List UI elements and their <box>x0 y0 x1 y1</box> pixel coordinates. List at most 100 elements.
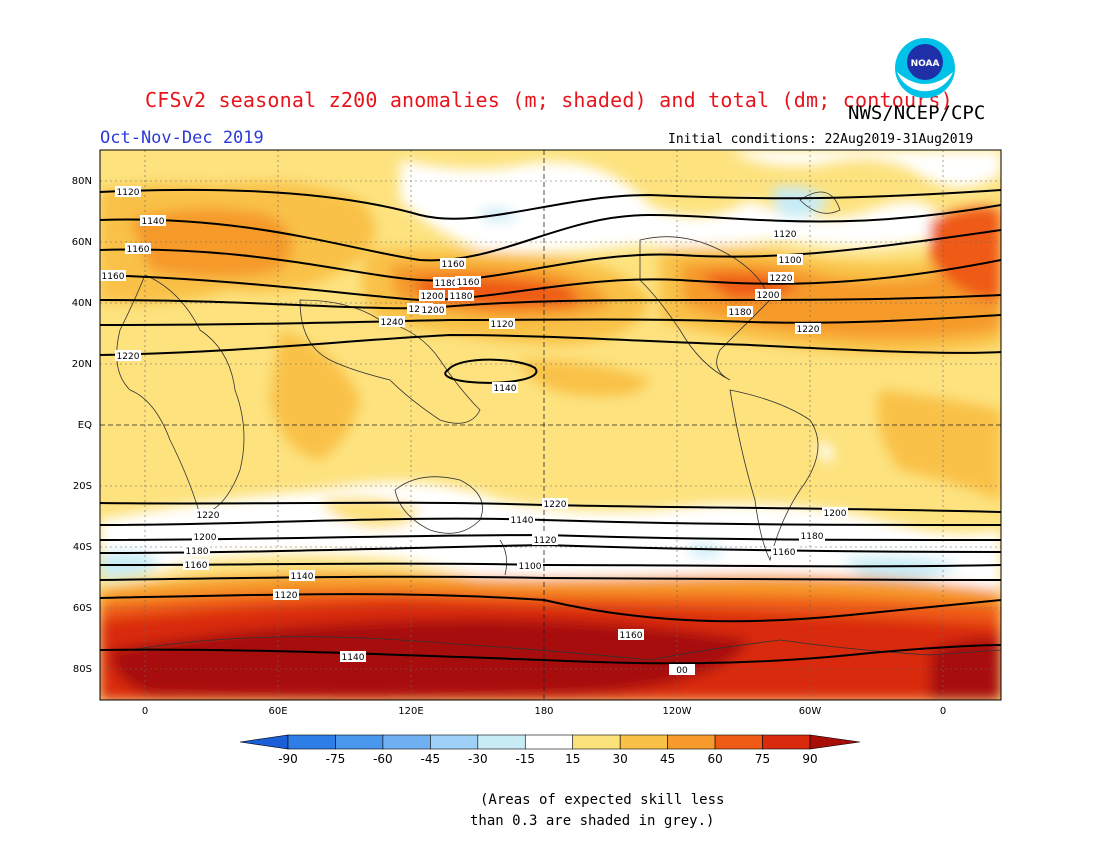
lon-label: 0 <box>142 706 148 717</box>
contour-label: 1200 <box>419 290 445 302</box>
svg-text:1160: 1160 <box>102 272 125 282</box>
contour-label: 1140 <box>340 651 366 663</box>
svg-text:1220: 1220 <box>197 511 220 521</box>
map-frame <box>99 149 1002 701</box>
skill-note: (Areas of expected skill less than 0.3 a… <box>470 790 724 832</box>
initial-conditions-label: Initial conditions: 22Aug2019-31Aug2019 <box>668 132 974 147</box>
map-title: CFSv2 seasonal z200 anomalies (m; shaded… <box>145 88 953 112</box>
svg-text:1180: 1180 <box>435 279 458 289</box>
contour-label: 1200 <box>192 531 218 543</box>
contour-label: 1220 <box>768 272 794 284</box>
colorbar-tick-label: -60 <box>373 752 393 766</box>
svg-text:1140: 1140 <box>342 653 365 663</box>
equator-and-dateline <box>100 150 1001 700</box>
lon-label: 120W <box>663 706 692 717</box>
svg-text:1180: 1180 <box>186 547 209 557</box>
colorbar-swatch <box>762 734 811 750</box>
svg-text:1160: 1160 <box>185 561 208 571</box>
svg-text:1220: 1220 <box>544 500 567 510</box>
contour-label: 1160 <box>183 559 209 571</box>
contour-label: 1180 <box>184 545 210 557</box>
contour-label: 1120 <box>532 534 558 546</box>
colorbar-tick-label: -45 <box>421 752 441 766</box>
svg-text:1160: 1160 <box>457 278 480 288</box>
lon-label: 180 <box>534 706 553 717</box>
svg-text:1160: 1160 <box>442 260 465 270</box>
contour-label: 1200 <box>755 289 781 301</box>
contour-label: 1220 <box>542 498 568 510</box>
contour-label: 1180 <box>433 277 459 289</box>
contour-label: 1160 <box>455 276 481 288</box>
agency-label: NWS/NCEP/CPC <box>848 102 986 124</box>
noaa-logo: NOAA <box>895 38 955 98</box>
colorbar-swatch <box>572 734 621 750</box>
contour-label: 1100 <box>517 560 543 572</box>
colorbar-swatch <box>287 734 336 750</box>
colorbar-swatch <box>667 734 716 750</box>
svg-text:1180: 1180 <box>450 292 473 302</box>
svg-text:1120: 1120 <box>774 230 797 240</box>
svg-text:1160: 1160 <box>127 245 150 255</box>
contour-label: 1240 <box>379 316 405 328</box>
svg-text:1120: 1120 <box>117 188 140 198</box>
contour-label: 1200 <box>822 507 848 519</box>
svg-text:1200: 1200 <box>422 306 445 316</box>
colorbar-swatch <box>477 734 526 750</box>
svg-text:00: 00 <box>676 666 688 676</box>
colorbar-swatch <box>524 734 574 750</box>
lon-label: 0 <box>940 706 946 717</box>
contour-label: 1180 <box>448 290 474 302</box>
lon-label: 120E <box>398 706 423 717</box>
colorbar-tick-label: 60 <box>707 752 722 766</box>
svg-text:1180: 1180 <box>729 308 752 318</box>
lat-label: 60S <box>73 603 92 614</box>
lat-label: 20N <box>72 359 92 370</box>
lat-label: 40N <box>72 298 92 309</box>
colorbar-arrow-left <box>239 734 289 750</box>
lat-label: 80N <box>72 176 92 187</box>
svg-text:1140: 1140 <box>291 572 314 582</box>
colorbar-tick-label: 90 <box>802 752 817 766</box>
svg-text:1220: 1220 <box>797 325 820 335</box>
contour-label: 1140 <box>509 514 535 526</box>
contour-label: 1220 <box>795 323 821 335</box>
colorbar-swatch <box>430 734 479 750</box>
season-label: Oct-Nov-Dec 2019 <box>100 128 264 148</box>
contour-label: 1160 <box>440 258 466 270</box>
colorbar-swatch <box>335 734 384 750</box>
svg-text:1140: 1140 <box>142 217 165 227</box>
svg-text:1240: 1240 <box>381 318 404 328</box>
svg-text:1220: 1220 <box>770 274 793 284</box>
colorbar-arrow-right <box>809 734 861 750</box>
contour-label: 1200 <box>420 304 446 316</box>
contour-label: 1220 <box>115 350 141 362</box>
svg-text:1200: 1200 <box>421 292 444 302</box>
svg-text:1160: 1160 <box>620 631 643 641</box>
contour-label: 1140 <box>289 570 315 582</box>
svg-text:1120: 1120 <box>275 591 298 601</box>
colorbar-tick-label: -90 <box>278 752 298 766</box>
colorbar-swatch <box>619 734 668 750</box>
contour-labels: 1120114011601160112011401160118012001220… <box>100 186 848 676</box>
contour-label: 1140 <box>492 382 518 394</box>
skill-note-line: (Areas of expected skill less <box>480 792 725 808</box>
contour-label: 1160 <box>100 270 126 282</box>
svg-text:1120: 1120 <box>491 320 514 330</box>
colorbar-swatch <box>714 734 763 750</box>
colorbar-tick-label: 30 <box>613 752 628 766</box>
contour-label: 1220 <box>195 509 221 521</box>
colorbar-tick-label: 15 <box>565 752 580 766</box>
contour-label: 1120 <box>489 318 515 330</box>
svg-text:1200: 1200 <box>194 533 217 543</box>
lat-label: 80S <box>73 664 92 675</box>
contour-label: 1160 <box>125 243 151 255</box>
contour-label: 1100 <box>777 254 803 266</box>
svg-text:1120: 1120 <box>534 536 557 546</box>
contour-label: 1120 <box>772 228 798 240</box>
colorbar: -90 -75 -60 -45 -30 -15 15 30 45 60 75 90 <box>239 734 861 766</box>
colorbar-tick-label: -30 <box>468 752 488 766</box>
svg-text:1100: 1100 <box>519 562 542 572</box>
longitude-labels: 0 60E 120E 180 120W 60W 0 <box>142 706 946 717</box>
colorbar-tick-label: 45 <box>660 752 675 766</box>
